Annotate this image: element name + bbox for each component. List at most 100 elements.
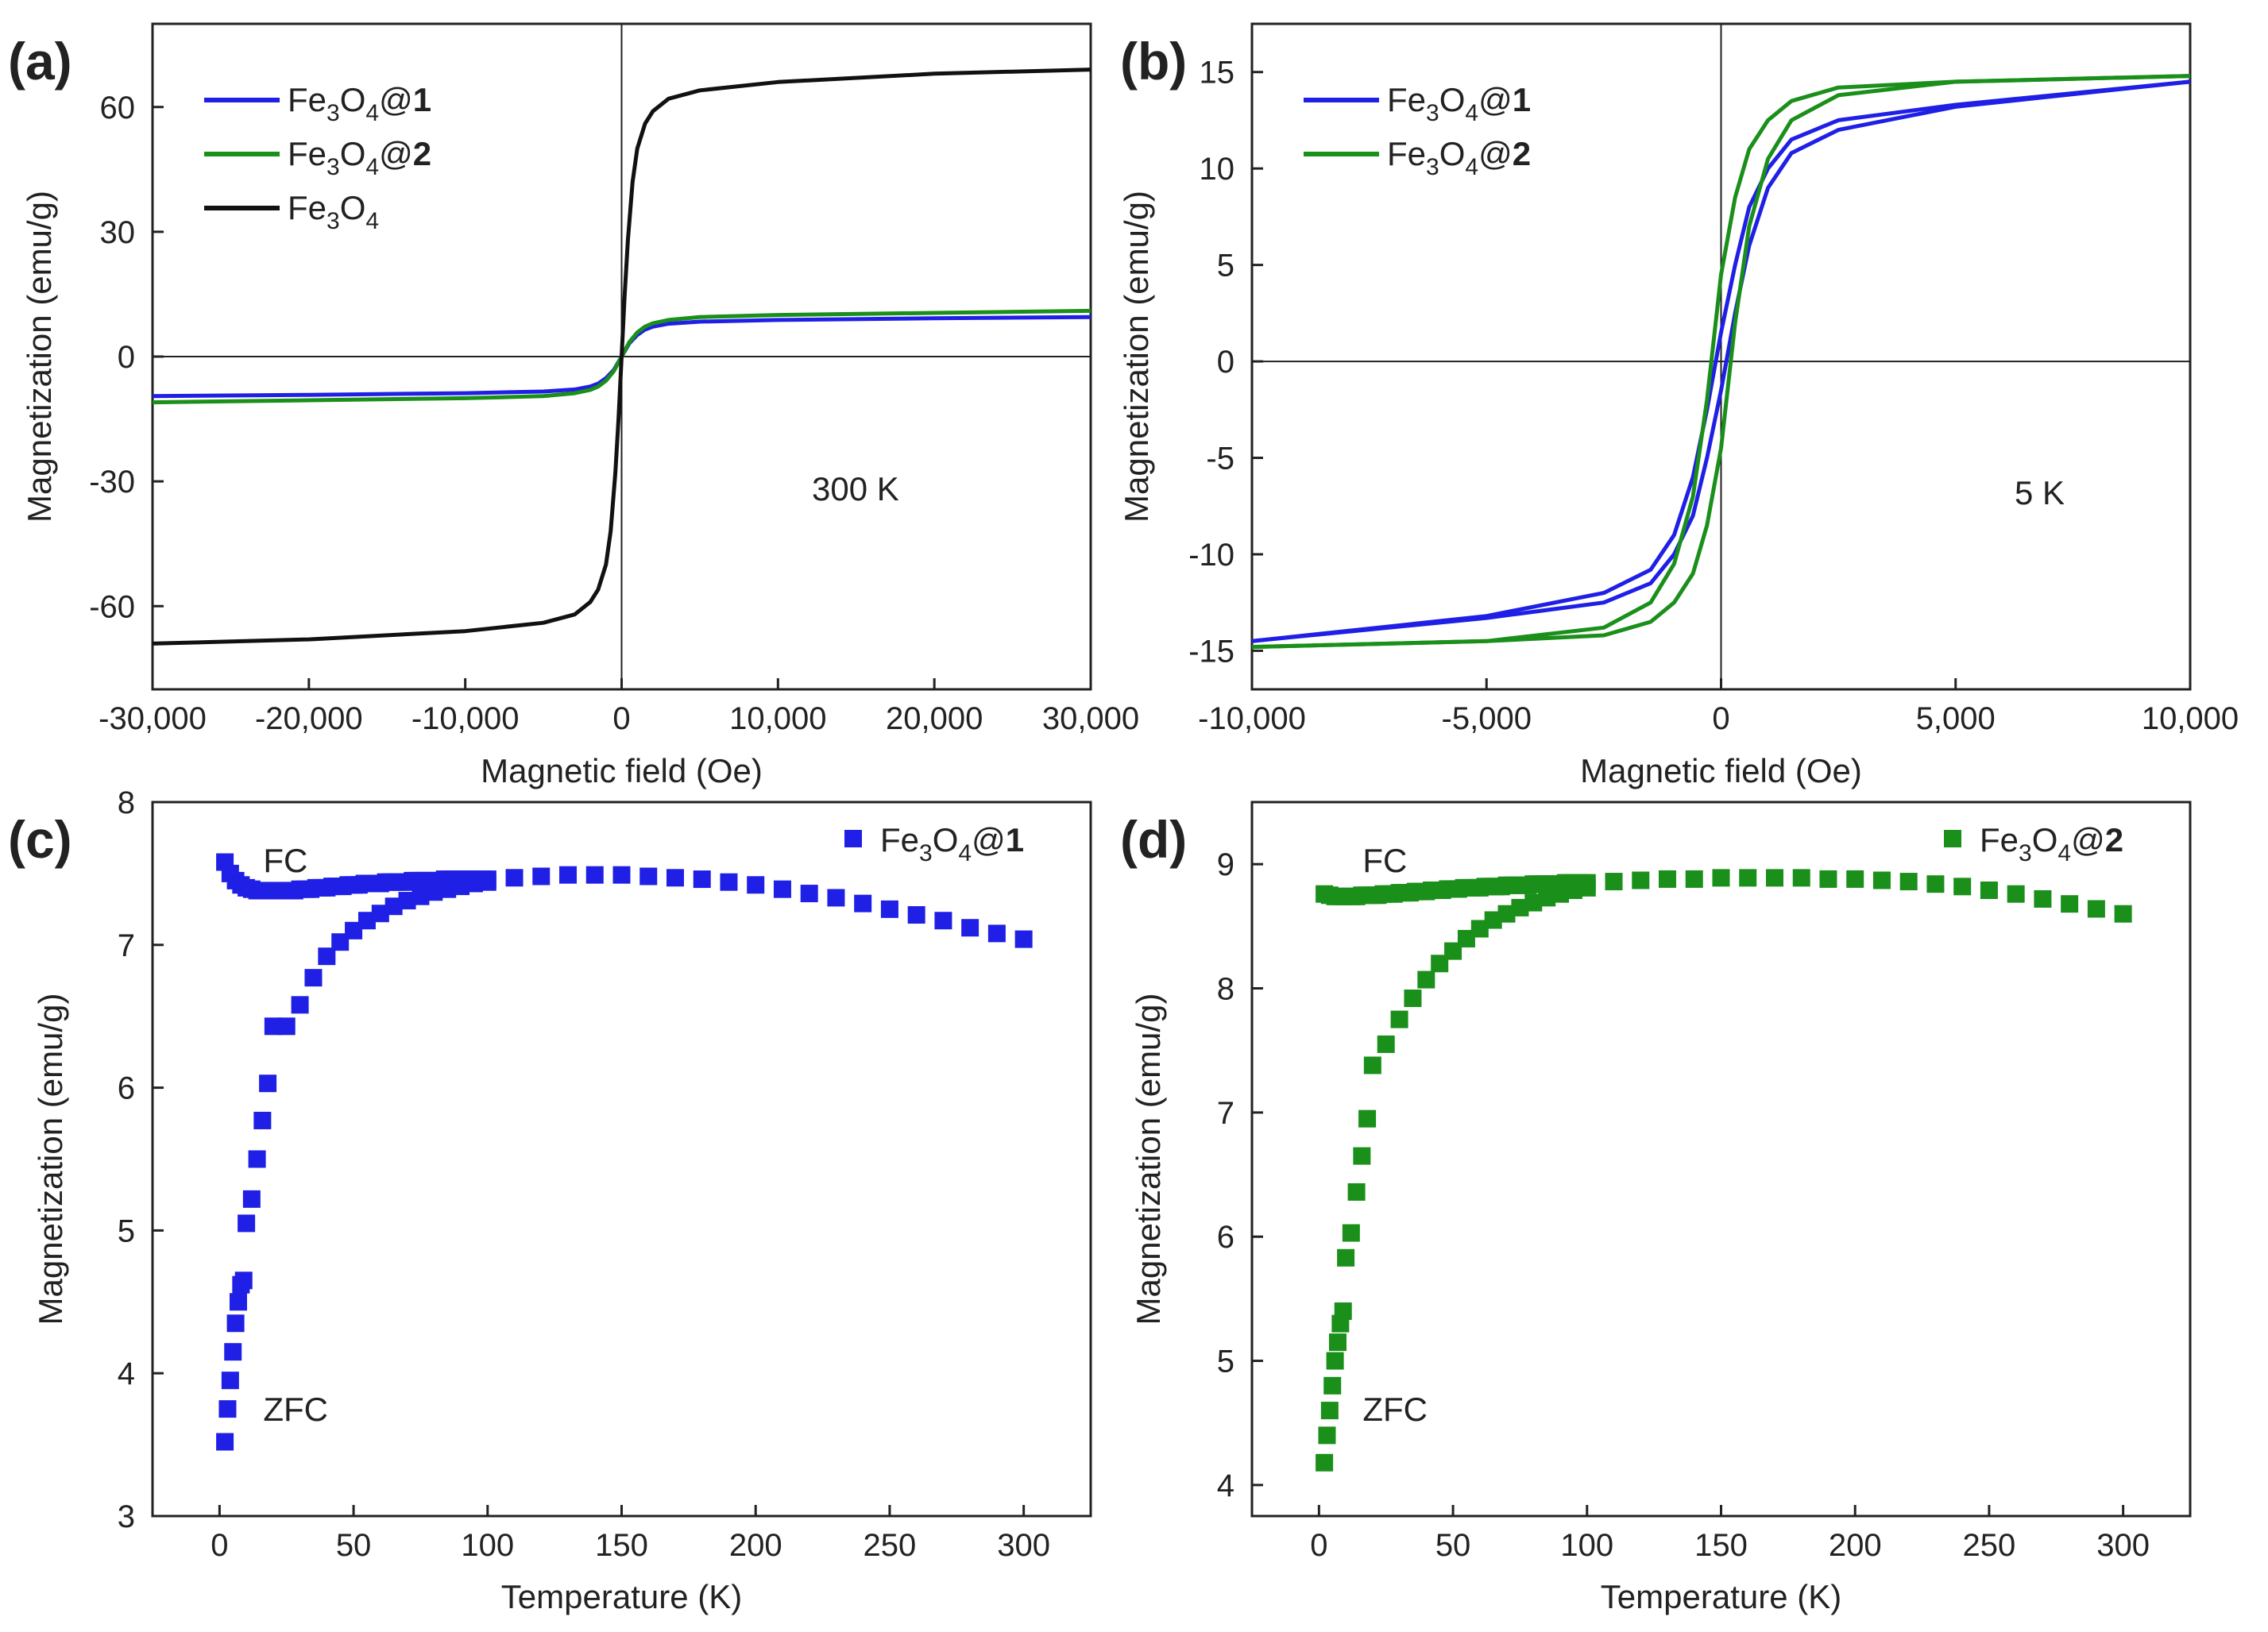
- zfc-data-point: [1538, 889, 1556, 907]
- data-point: [720, 873, 738, 891]
- y-tick-label: -10: [1188, 538, 1234, 573]
- zfc-data-point: [1564, 882, 1582, 900]
- x-tick-label: 100: [1560, 1528, 1613, 1563]
- zfc-data-point: [1444, 942, 1462, 960]
- zfc-data-point: [478, 873, 496, 891]
- legend-subscript: 3: [1426, 100, 1439, 126]
- x-axis-label: Magnetic field (Oe): [481, 752, 763, 789]
- legend-text-part: Fe: [288, 135, 326, 172]
- y-tick-label: 5: [1217, 249, 1234, 284]
- zfc-data-point: [1318, 1426, 1336, 1445]
- zfc-data-point: [465, 874, 483, 893]
- panel-d: 0 50 100 150 200 250 300 4 5 6 7 8 9 Temperature (K) M…: [1120, 801, 2192, 1615]
- x-tick-label: 200: [1829, 1528, 1882, 1563]
- data-point: [1846, 870, 1864, 888]
- data-point: [1926, 875, 1945, 893]
- y-tick-label: -15: [1188, 634, 1234, 669]
- legend-subscript: 3: [1426, 154, 1439, 180]
- data-point: [987, 924, 1006, 943]
- y-tick-label: 3: [118, 1499, 135, 1534]
- x-tick-label: 150: [1694, 1528, 1748, 1563]
- legend-text-part: Fe: [1387, 135, 1426, 172]
- legend-text-bold: 1: [1006, 821, 1024, 858]
- x-tick-label: 30,000: [1042, 701, 1139, 736]
- data-point: [800, 885, 818, 903]
- legend-text-part: O: [1439, 135, 1466, 172]
- zfc-data-point: [1551, 885, 1570, 903]
- data-point: [2087, 900, 2105, 918]
- data-point: [961, 919, 979, 937]
- zfc-data-point: [1316, 1453, 1334, 1472]
- panel-label: (b): [1120, 32, 1187, 91]
- y-axis-label: Magnetization (emu/g): [1130, 993, 1167, 1325]
- data-point: [1765, 869, 1783, 887]
- legend-text-part: Fe: [288, 189, 326, 226]
- hysteresis-lower-branch: [1251, 79, 2191, 643]
- zfc-data-point: [1390, 1010, 1408, 1028]
- data-point: [1632, 871, 1650, 889]
- legend-label: Fe3O4@1: [1387, 81, 1531, 126]
- legend-text-part: Fe: [1980, 821, 2019, 858]
- x-tick-label: 50: [336, 1528, 372, 1563]
- zfc-data-point: [1358, 1109, 1377, 1128]
- data-point: [2034, 889, 2052, 908]
- x-tick-label: 300: [2096, 1528, 2150, 1563]
- zfc-data-point: [1524, 893, 1543, 912]
- data-point: [773, 880, 791, 898]
- legend-text-part: @: [379, 81, 413, 118]
- zfc-data-point: [384, 897, 403, 916]
- x-tick-label: 0: [211, 1528, 228, 1563]
- data-point: [1819, 870, 1837, 888]
- zfc-data-point: [253, 1111, 272, 1129]
- data-point: [1980, 882, 1998, 900]
- data-point: [1953, 878, 1972, 896]
- data-point: [827, 889, 845, 907]
- y-tick-label: 4: [118, 1356, 135, 1391]
- data-point: [505, 869, 524, 887]
- legend-label: Fe3O4@2: [1387, 135, 1531, 180]
- x-tick-label: -10,000: [1198, 701, 1306, 736]
- x-tick-label: 250: [864, 1528, 917, 1563]
- zfc-data-point: [291, 996, 309, 1014]
- zfc-data-point: [357, 912, 376, 930]
- zfc-data-point: [1470, 920, 1489, 938]
- legend-label: Fe3O4@2: [1980, 821, 2123, 866]
- y-axis-label: Magnetization (emu/g): [1118, 191, 1155, 523]
- y-tick-label: 8: [118, 785, 135, 820]
- data-point: [612, 866, 631, 884]
- y-tick-label: 5: [118, 1213, 135, 1248]
- zfc-data-point: [259, 1074, 277, 1093]
- legend-text-bold: 1: [413, 81, 431, 118]
- y-tick-label: 0: [1217, 345, 1234, 380]
- x-axis-label: Temperature (K): [501, 1578, 742, 1615]
- hysteresis-upper-branch: [1251, 74, 2191, 650]
- legend-text-part: @: [379, 135, 413, 172]
- legend-subscript: 4: [365, 100, 379, 126]
- temperature-annotation: 300 K: [812, 470, 899, 507]
- zfc-data-point: [411, 887, 430, 905]
- legend-text-part: @: [2071, 821, 2105, 858]
- y-tick-label: 60: [100, 91, 136, 125]
- y-tick-label: 30: [100, 215, 136, 250]
- y-tick-label: 6: [1217, 1220, 1234, 1255]
- legend-text-part: O: [340, 189, 366, 226]
- legend-label: Fe3O4@1: [288, 81, 431, 126]
- y-axis-label: Magnetization (emu/g): [32, 993, 69, 1325]
- x-tick-label: -5,000: [1442, 701, 1532, 736]
- zfc-data-point: [452, 878, 470, 896]
- legend-subscript: 3: [326, 208, 340, 234]
- y-tick-label: -30: [89, 465, 135, 500]
- legend-text-bold: 2: [2105, 821, 2123, 858]
- legend-subscript: 3: [2019, 840, 2032, 866]
- x-tick-label: 150: [595, 1528, 648, 1563]
- zfc-data-point: [1323, 1376, 1342, 1395]
- data-point: [1659, 870, 1677, 888]
- x-tick-label: 0: [1310, 1528, 1327, 1563]
- data-point: [1739, 869, 1757, 887]
- zfc-data-point: [216, 1433, 234, 1451]
- legend-text-part: Fe: [1387, 81, 1426, 118]
- zfc-data-point: [1347, 1183, 1366, 1201]
- x-tick-label: -30,000: [99, 701, 207, 736]
- legend-subscript: 4: [365, 154, 379, 180]
- x-tick-label: -10,000: [411, 701, 520, 736]
